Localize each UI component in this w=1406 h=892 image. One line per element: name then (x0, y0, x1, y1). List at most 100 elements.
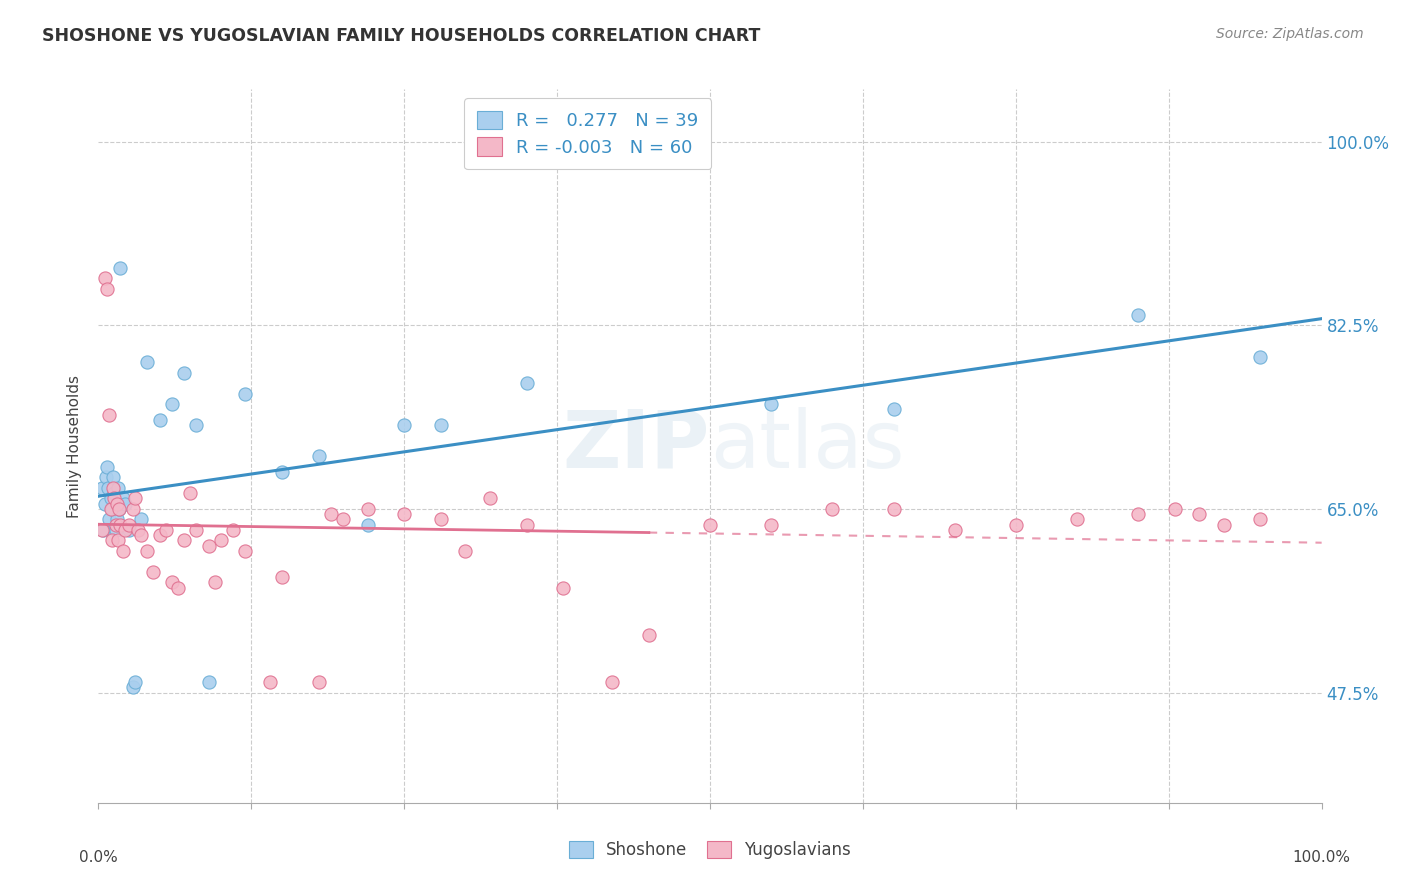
Point (430, 512, 453, 526)
Point (124, 675, 146, 690)
Point (105, 497, 128, 511)
Point (93, 271, 115, 285)
Point (197, 539, 219, 553)
Point (1250, 350, 1272, 364)
Point (197, 675, 219, 690)
Point (149, 528, 172, 542)
Point (160, 575, 183, 590)
Point (270, 570, 294, 584)
Text: ZIP: ZIP (562, 407, 710, 485)
Point (1128, 308, 1150, 322)
Point (179, 486, 201, 500)
Point (308, 675, 330, 690)
Point (136, 355, 159, 369)
Point (173, 533, 195, 548)
Point (101, 533, 124, 548)
Point (600, 675, 623, 690)
Point (129, 512, 152, 526)
Point (204, 575, 226, 590)
Point (186, 417, 208, 432)
Point (108, 502, 131, 516)
Point (100, 491, 122, 506)
Point (114, 523, 136, 537)
Point (91, 523, 114, 537)
Point (186, 523, 208, 537)
Point (136, 544, 159, 558)
Point (107, 481, 129, 495)
Point (761, 517, 783, 532)
Text: Source: ZipAtlas.com: Source: ZipAtlas.com (1216, 27, 1364, 41)
Point (1004, 517, 1026, 532)
Point (392, 507, 416, 521)
Point (638, 628, 661, 642)
Point (430, 417, 453, 432)
Point (111, 544, 134, 558)
Point (98, 512, 121, 526)
Point (1250, 512, 1272, 526)
Point (167, 581, 190, 595)
Point (233, 544, 256, 558)
Legend: Shoshone, Yugoslavians: Shoshone, Yugoslavians (562, 834, 858, 866)
Point (1066, 512, 1088, 526)
Point (96, 282, 118, 296)
Text: SHOSHONE VS YUGOSLAVIAN FAMILY HOUSEHOLDS CORRELATION CHART: SHOSHONE VS YUGOSLAVIAN FAMILY HOUSEHOLD… (42, 27, 761, 45)
Point (160, 397, 183, 411)
Point (149, 413, 172, 427)
Point (478, 491, 501, 506)
Point (118, 517, 141, 532)
Point (222, 523, 245, 537)
Point (173, 366, 195, 380)
Point (124, 491, 146, 506)
Point (270, 465, 294, 479)
Text: 0.0%: 0.0% (79, 850, 118, 865)
Point (104, 517, 127, 532)
Point (308, 450, 330, 464)
Point (259, 675, 281, 690)
Text: 100.0%: 100.0% (1292, 850, 1351, 865)
Point (209, 533, 232, 548)
Point (1212, 517, 1234, 532)
Point (516, 376, 538, 390)
Point (100, 502, 122, 516)
Point (105, 512, 128, 526)
Point (155, 523, 177, 537)
Point (319, 507, 342, 521)
Point (142, 565, 165, 579)
Point (111, 491, 134, 506)
Point (103, 491, 125, 506)
Point (883, 402, 905, 417)
Point (332, 512, 354, 526)
Point (356, 502, 378, 516)
Point (392, 417, 416, 432)
Point (93, 497, 115, 511)
Point (1164, 502, 1187, 516)
Point (98, 408, 121, 422)
Point (104, 523, 127, 537)
Point (121, 681, 143, 695)
Point (1188, 507, 1211, 521)
Point (233, 386, 256, 401)
Point (821, 502, 844, 516)
Point (943, 523, 966, 537)
Point (114, 497, 136, 511)
Text: atlas: atlas (710, 407, 904, 485)
Point (97, 481, 120, 495)
Point (103, 486, 125, 500)
Point (101, 502, 124, 516)
Point (118, 523, 141, 537)
Point (101, 481, 124, 495)
Point (101, 470, 124, 484)
Point (108, 502, 131, 516)
Point (121, 502, 143, 516)
Point (1128, 507, 1150, 521)
Point (454, 544, 477, 558)
Point (96, 460, 118, 475)
Point (356, 517, 378, 532)
Point (883, 502, 905, 516)
Point (127, 523, 149, 537)
Point (110, 260, 132, 275)
Y-axis label: Family Households: Family Households (67, 375, 83, 517)
Point (110, 517, 132, 532)
Point (129, 528, 152, 542)
Point (761, 397, 783, 411)
